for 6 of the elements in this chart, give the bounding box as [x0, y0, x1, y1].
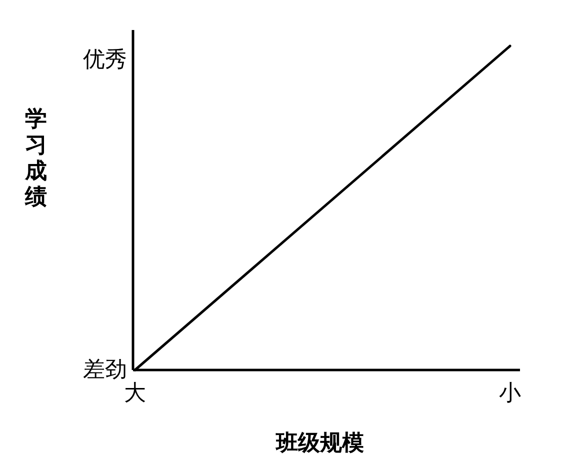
annotation: 优秀 [83, 48, 127, 72]
y-axis-title: 学习成绩 [24, 107, 47, 210]
x-tick-label: 大 [124, 381, 146, 406]
annotation: 差劲 [83, 358, 127, 382]
x-axis-title: 班级规模 [275, 431, 364, 456]
x-tick-label: 小 [499, 381, 521, 406]
